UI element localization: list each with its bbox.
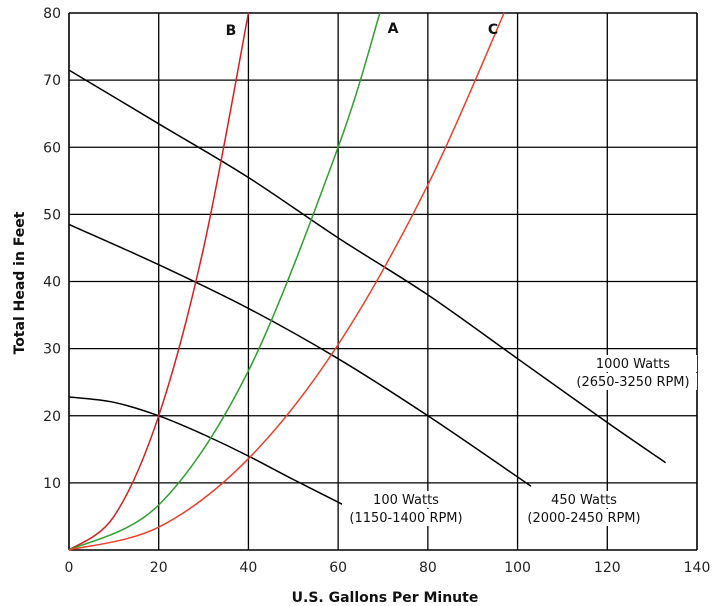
y-tick-label: 10	[43, 476, 61, 492]
x-tick-label: 40	[240, 560, 258, 576]
x-tick-label: 20	[150, 560, 168, 576]
y-tick-label: 50	[43, 207, 61, 223]
label-background	[342, 491, 470, 508]
y-tick-label: 30	[43, 342, 61, 358]
y-tick-label: 20	[43, 409, 61, 425]
y-tick-label: 40	[43, 275, 61, 291]
x-tick-label: 80	[419, 560, 437, 576]
system-curve-c-line	[68, 12, 505, 551]
y-tick-label: 80	[43, 6, 61, 22]
x-axis-title: U.S. Gallons Per Minute	[292, 590, 479, 606]
system-curve-label: C	[488, 22, 498, 38]
x-tick-label: 60	[329, 560, 347, 576]
pump-curve-label: 100 Watts	[373, 493, 439, 508]
system-curve-b-line	[68, 12, 250, 551]
label-background	[520, 509, 648, 526]
tick-labels: 0 20 40 60 80 100 120 140 10 20 30 40 50 60 70 80	[43, 6, 710, 576]
system-curve-label: B	[226, 23, 237, 39]
grid	[68, 12, 698, 551]
pump-curve-line	[68, 396, 343, 506]
x-tick-label: 0	[65, 560, 74, 576]
x-tick-label: 100	[504, 560, 531, 576]
y-tick-label: 60	[43, 140, 61, 156]
y-tick-label: 70	[43, 73, 61, 89]
label-background	[569, 373, 697, 390]
label-background	[569, 355, 697, 372]
label-background	[520, 491, 648, 508]
x-tick-label: 120	[594, 560, 621, 576]
pump-curve-label: 450 Watts	[551, 493, 617, 508]
pump-curve-label: (2650-3250 RPM)	[576, 375, 689, 390]
x-tick-label: 140	[684, 560, 711, 576]
pump-curve-label: 1000 Watts	[596, 357, 670, 372]
curves	[68, 12, 667, 551]
y-axis-title: Total Head in Feet	[12, 211, 28, 354]
pump-curve-label: (1150-1400 RPM)	[349, 511, 462, 526]
system-curve-label: A	[388, 21, 399, 37]
system-curve-a-line	[68, 12, 381, 551]
pump-curve-line	[68, 69, 667, 464]
pump-curve-label: (2000-2450 RPM)	[527, 511, 640, 526]
pump-curve-line	[68, 223, 532, 487]
curve-labels: B A C 1000 Watts (2650-3250 RPM) 450 Watts (20…	[226, 21, 697, 526]
label-background	[342, 509, 470, 526]
